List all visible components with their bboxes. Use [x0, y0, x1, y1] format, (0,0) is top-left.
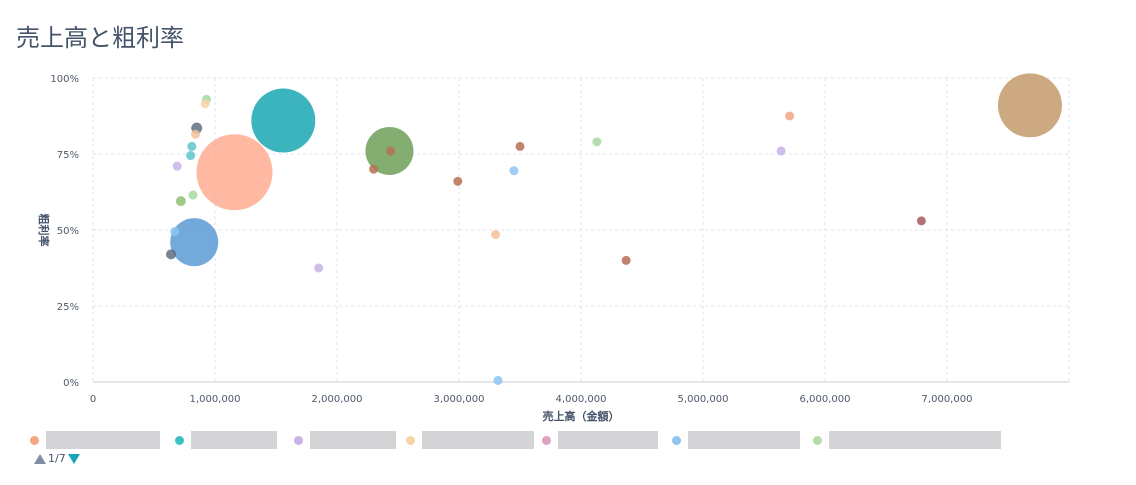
- data-point: [196, 134, 273, 211]
- legend-label-redacted: [688, 431, 800, 449]
- data-point: [172, 161, 182, 171]
- data-point: [200, 99, 210, 109]
- legend-swatch: [542, 436, 551, 445]
- data-point: [776, 146, 786, 156]
- data-point: [314, 263, 324, 273]
- data-point: [175, 196, 186, 207]
- x-tick-label: 3,000,000: [434, 394, 485, 405]
- scatter-chart: 0 1,000,000 2,000,000 3,000,000 4,000,000 5,0…: [37, 73, 1070, 423]
- data-point: [251, 88, 316, 153]
- legend-next-page-icon[interactable]: [67, 453, 80, 464]
- legend-label-redacted: [829, 431, 1001, 449]
- x-tick-label: 1,000,000: [190, 394, 241, 405]
- x-tick-label: 5,000,000: [678, 394, 729, 405]
- page-title: 売上高と粗利率: [16, 24, 184, 52]
- y-tick-label: 25%: [57, 302, 79, 313]
- data-point: [785, 111, 795, 121]
- data-point: [515, 141, 525, 151]
- legend-label-redacted: [191, 431, 277, 449]
- y-axis-title: 粗利率: [37, 214, 51, 247]
- legend-swatch: [175, 436, 184, 445]
- legend-swatch: [813, 436, 822, 445]
- data-point: [186, 151, 196, 161]
- data-point: [491, 230, 501, 240]
- data-point: [509, 166, 519, 176]
- x-tick-label: 6,000,000: [800, 394, 851, 405]
- x-tick-label: 4,000,000: [556, 394, 607, 405]
- legend-label-redacted: [558, 431, 658, 449]
- y-tick-label: 100%: [50, 74, 79, 85]
- data-point: [493, 375, 503, 385]
- x-axis-title: 売上高（金額）: [543, 409, 620, 423]
- legend-swatch: [406, 436, 415, 445]
- data-point: [997, 73, 1062, 138]
- data-point: [170, 227, 180, 237]
- data-point: [170, 218, 219, 267]
- legend-prev-page-icon[interactable]: [34, 453, 46, 464]
- data-point: [592, 137, 602, 147]
- x-tick-label: 7,000,000: [922, 394, 973, 405]
- data-point: [369, 164, 379, 174]
- data-point: [188, 190, 198, 200]
- x-tick-label: 0: [90, 394, 96, 405]
- y-tick-label: 0%: [63, 378, 79, 389]
- x-tick-label: 2,000,000: [312, 394, 363, 405]
- data-point: [187, 141, 197, 151]
- y-tick-label: 50%: [57, 226, 79, 237]
- legend-swatch: [294, 436, 303, 445]
- legend-swatch: [672, 436, 681, 445]
- data-point: [621, 255, 631, 265]
- data-point: [386, 146, 396, 156]
- data-point: [916, 216, 926, 226]
- legend-label-redacted: [310, 431, 396, 449]
- legend-swatch: [30, 436, 39, 445]
- legend-label-redacted: [46, 431, 160, 449]
- legend-page-indicator: 1/7: [48, 452, 66, 465]
- legend-label-redacted: [422, 431, 534, 449]
- legend-pager: 1/7: [34, 452, 80, 465]
- data-point: [453, 176, 463, 186]
- data-point: [166, 249, 177, 260]
- data-point: [190, 129, 200, 139]
- y-tick-label: 75%: [57, 150, 79, 161]
